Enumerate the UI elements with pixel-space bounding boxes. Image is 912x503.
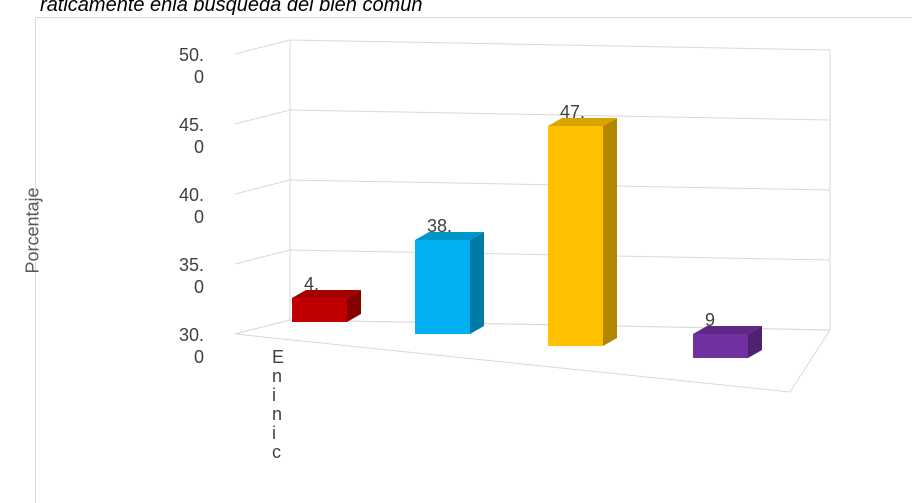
- y-tick-label: 30.0: [178, 325, 204, 367]
- bar-side: [603, 118, 617, 346]
- bar-side: [347, 290, 361, 322]
- y-tick-label: 45.0: [178, 115, 204, 157]
- chart-frame: [35, 17, 912, 503]
- grid-line: [289, 39, 831, 51]
- chart-title: ráticamente enla búsqueda del bien común: [40, 0, 423, 16]
- value-label: 38.: [427, 216, 452, 236]
- bar-top: [693, 326, 762, 334]
- bar-side: [748, 326, 762, 358]
- y-tick-label: 50.0: [178, 45, 204, 87]
- value-label: 47.: [560, 102, 585, 122]
- value-label: 4.: [304, 274, 319, 294]
- grid-line: [234, 249, 291, 265]
- x-tick-label: Eninic: [272, 348, 284, 462]
- bar-top: [292, 290, 361, 298]
- bar: [693, 334, 748, 358]
- grid-line: [289, 109, 831, 121]
- bar-top: [548, 118, 617, 126]
- grid-line: [234, 39, 291, 55]
- grid-line: [234, 179, 291, 195]
- bar: [292, 298, 347, 322]
- value-label: 9: [705, 310, 715, 330]
- bar-top: [415, 232, 484, 240]
- y-axis-label: Porcentaje: [22, 187, 43, 274]
- floor: [234, 319, 831, 393]
- y-tick-label: 40.0: [178, 185, 204, 227]
- grid-line: [234, 109, 291, 125]
- bar-side: [470, 232, 484, 334]
- bar: [548, 126, 603, 346]
- bar: [415, 240, 470, 334]
- y-tick-label: 35.0: [178, 255, 204, 297]
